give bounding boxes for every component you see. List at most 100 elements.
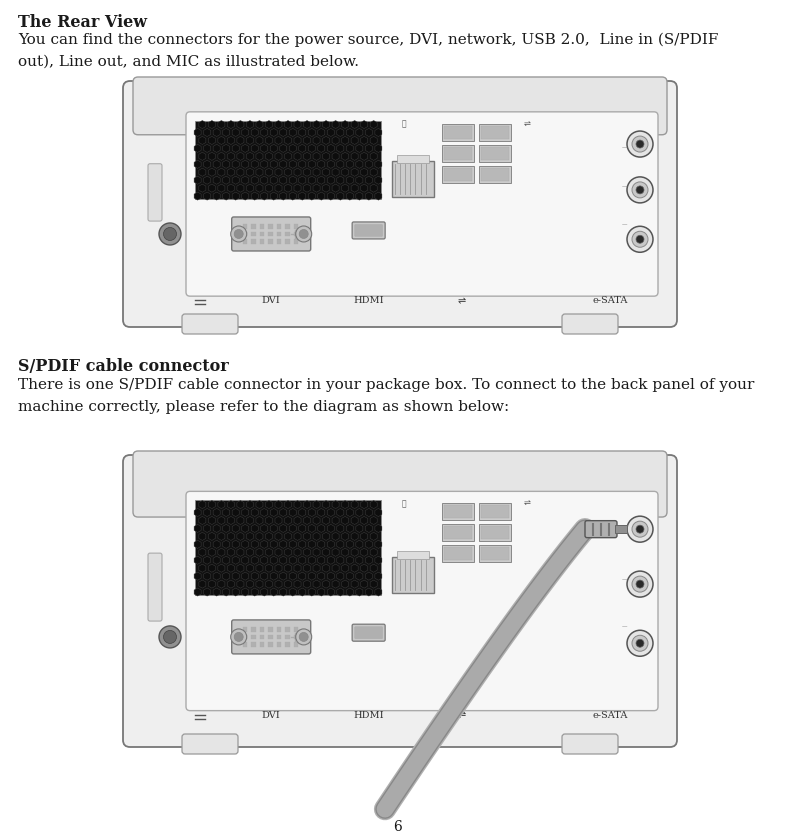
- Bar: [243, 642, 248, 647]
- FancyBboxPatch shape: [133, 451, 667, 517]
- Bar: [259, 239, 264, 244]
- FancyBboxPatch shape: [585, 521, 617, 538]
- Circle shape: [231, 629, 247, 645]
- Bar: [478, 524, 510, 541]
- Text: HDMI: HDMI: [353, 296, 384, 305]
- FancyBboxPatch shape: [355, 627, 383, 639]
- Bar: [277, 224, 281, 229]
- Text: DVI: DVI: [262, 296, 280, 305]
- Bar: [478, 545, 510, 563]
- Circle shape: [627, 177, 653, 203]
- Circle shape: [636, 580, 644, 588]
- Bar: [478, 166, 510, 183]
- Circle shape: [632, 182, 648, 198]
- FancyBboxPatch shape: [562, 314, 618, 334]
- FancyBboxPatch shape: [123, 455, 677, 747]
- FancyBboxPatch shape: [352, 624, 385, 642]
- Text: machine correctly, please refer to the diagram as shown below:: machine correctly, please refer to the d…: [18, 400, 509, 414]
- Text: S/PDIF cable connector: S/PDIF cable connector: [18, 358, 228, 375]
- Bar: [443, 505, 471, 519]
- FancyBboxPatch shape: [186, 491, 658, 711]
- Bar: [268, 642, 273, 647]
- Text: —: —: [622, 145, 627, 150]
- Bar: [243, 224, 248, 229]
- Bar: [277, 239, 281, 244]
- Bar: [615, 525, 627, 534]
- Text: —: —: [622, 184, 627, 189]
- Text: e-SATA: e-SATA: [592, 711, 628, 720]
- Bar: [259, 232, 264, 237]
- Circle shape: [632, 231, 648, 248]
- Circle shape: [627, 516, 653, 542]
- Bar: [481, 548, 509, 560]
- Text: —: —: [622, 578, 627, 583]
- Bar: [252, 239, 256, 244]
- Bar: [252, 635, 256, 639]
- FancyBboxPatch shape: [562, 734, 618, 754]
- Circle shape: [159, 626, 181, 648]
- Circle shape: [163, 228, 177, 240]
- Text: There is one S/PDIF cable connector in your package box. To connect to the back : There is one S/PDIF cable connector in y…: [18, 378, 755, 392]
- Bar: [294, 239, 298, 244]
- Text: —: —: [622, 624, 627, 629]
- Circle shape: [163, 631, 177, 643]
- Bar: [195, 120, 380, 199]
- Bar: [243, 239, 248, 244]
- Bar: [481, 526, 509, 539]
- Bar: [442, 524, 474, 541]
- Bar: [268, 635, 273, 639]
- Bar: [268, 224, 273, 229]
- Bar: [259, 627, 264, 632]
- Bar: [392, 557, 434, 593]
- Bar: [481, 147, 509, 160]
- Text: ⇌: ⇌: [523, 499, 530, 509]
- Circle shape: [636, 525, 644, 534]
- Circle shape: [295, 629, 312, 645]
- Bar: [195, 500, 380, 595]
- Bar: [259, 642, 264, 647]
- Bar: [252, 232, 256, 237]
- Bar: [285, 224, 290, 229]
- Bar: [268, 232, 273, 237]
- Text: ⏚: ⏚: [401, 499, 406, 509]
- FancyBboxPatch shape: [355, 224, 383, 237]
- FancyBboxPatch shape: [133, 77, 667, 135]
- Bar: [442, 166, 474, 183]
- Circle shape: [632, 521, 648, 537]
- Bar: [294, 232, 298, 237]
- FancyBboxPatch shape: [352, 222, 385, 239]
- Bar: [243, 627, 248, 632]
- Bar: [285, 642, 290, 647]
- Circle shape: [627, 226, 653, 253]
- Text: ⇌: ⇌: [457, 711, 465, 720]
- Text: The Rear View: The Rear View: [18, 14, 147, 31]
- Bar: [294, 642, 298, 647]
- Bar: [478, 145, 510, 162]
- Bar: [396, 551, 428, 558]
- Circle shape: [231, 226, 247, 242]
- Circle shape: [627, 630, 653, 656]
- Bar: [442, 504, 474, 520]
- Bar: [243, 635, 248, 639]
- Bar: [443, 147, 471, 160]
- Bar: [392, 161, 434, 197]
- Bar: [481, 168, 509, 181]
- Circle shape: [159, 223, 181, 245]
- FancyBboxPatch shape: [182, 734, 238, 754]
- FancyBboxPatch shape: [123, 81, 677, 327]
- Text: ⇌: ⇌: [523, 120, 530, 129]
- Circle shape: [632, 576, 648, 593]
- Text: HDMI: HDMI: [353, 711, 384, 720]
- Bar: [443, 526, 471, 539]
- Circle shape: [636, 186, 644, 194]
- Bar: [285, 627, 290, 632]
- Text: e-SATA: e-SATA: [592, 296, 628, 305]
- Bar: [442, 145, 474, 162]
- Circle shape: [636, 140, 644, 148]
- Circle shape: [299, 229, 308, 238]
- Circle shape: [295, 226, 312, 242]
- FancyBboxPatch shape: [148, 164, 162, 221]
- Bar: [259, 224, 264, 229]
- Circle shape: [234, 632, 244, 642]
- Bar: [252, 627, 256, 632]
